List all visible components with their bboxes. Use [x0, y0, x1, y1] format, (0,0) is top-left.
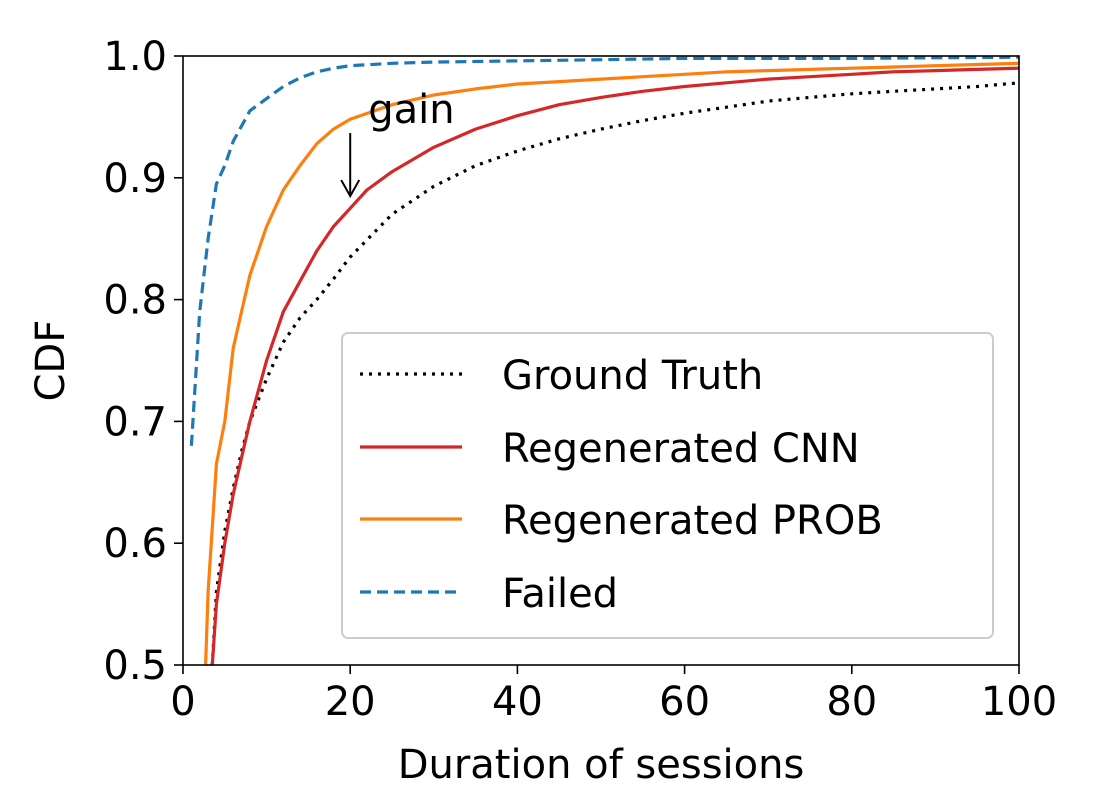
legend-label-4: Failed: [502, 571, 618, 617]
legend-label-3: Regenerated PROB: [502, 498, 883, 544]
x-tick-label: 80: [826, 679, 877, 725]
legend-items: Ground Truth Regenerated CNN Regenerated P…: [360, 353, 883, 617]
legend: Ground Truth Regenerated CNN Regenerated P…: [341, 332, 994, 639]
x-tick-label: 0: [170, 679, 195, 725]
x-tick-label: 20: [325, 679, 376, 725]
y-axis: 0.5 0.6 0.7 0.8 0.9 1.0: [103, 34, 183, 689]
legend-box: [341, 332, 994, 639]
gain-arrowhead: [340, 179, 361, 199]
x-axis-label: Duration of sessions: [398, 742, 805, 788]
y-tick-label: 0.9: [103, 156, 167, 202]
y-tick-label: 0.5: [103, 643, 167, 689]
x-tick-label: 60: [659, 679, 710, 725]
plot-lines: [189, 55, 1019, 665]
x-axis: 0 20 40 60 80 100: [170, 665, 1057, 725]
y-tick-label: 0.8: [103, 278, 167, 324]
legend-label-2: Regenerated CNN: [502, 426, 860, 472]
plot-frame: [182, 55, 1020, 666]
legend-label-1: Ground Truth: [502, 353, 763, 399]
y-tick-label: 0.7: [103, 399, 167, 445]
series-line-3: [204, 61, 1019, 665]
y-axis-label: CDF: [28, 320, 74, 402]
y-tick-label: 0.6: [103, 521, 167, 567]
series-line-2: [210, 66, 1019, 665]
x-tick-label: 100: [981, 679, 1057, 725]
series-line-4: [189, 55, 1019, 446]
x-tick-label: 40: [492, 679, 543, 725]
gain-annotation: gain: [340, 87, 455, 199]
gain-label: gain: [368, 87, 454, 133]
y-tick-label: 1.0: [103, 34, 167, 80]
